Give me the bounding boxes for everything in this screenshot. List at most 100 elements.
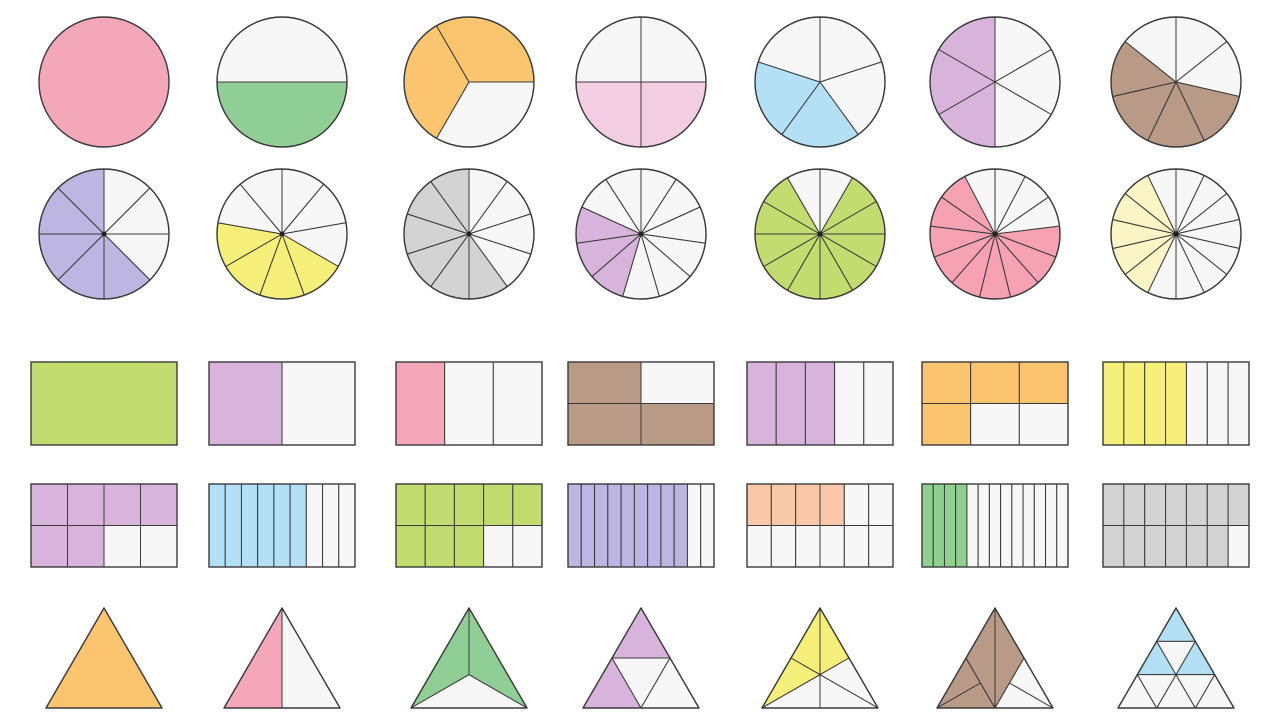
rect-outline	[1102, 483, 1250, 568]
rect-cell	[1206, 525, 1229, 568]
rect-cell	[512, 483, 543, 526]
rect-cell	[424, 525, 455, 568]
rect-cell	[492, 361, 543, 446]
rect-cell	[607, 483, 622, 568]
rect-cell	[567, 361, 642, 404]
triangle-piece	[1156, 607, 1196, 642]
rect-cell	[338, 483, 356, 568]
rect-cell	[795, 483, 821, 526]
rect-cell	[843, 483, 870, 526]
rect-cell	[30, 525, 68, 568]
circle-sector	[640, 81, 707, 148]
rect-outline	[567, 361, 715, 446]
rect-cell	[567, 483, 582, 568]
circle-outline	[403, 16, 535, 148]
circle-outline	[1110, 16, 1242, 148]
rect-cell	[580, 483, 596, 568]
rect-cell	[1144, 361, 1167, 446]
rect-cell	[453, 483, 485, 526]
rect-cell	[257, 483, 275, 568]
triangle-fraction-halves	[223, 607, 341, 709]
rect-cell	[640, 403, 715, 446]
rect-cell	[1185, 483, 1208, 526]
rect-cell	[208, 361, 283, 446]
rect-cell	[1206, 483, 1229, 526]
rect-cell	[424, 483, 455, 526]
rect-cell	[1018, 361, 1069, 404]
rect-fraction-3-parts	[395, 361, 543, 446]
rect-outline	[921, 361, 1069, 446]
circle-fraction-14-parts	[1110, 168, 1242, 300]
rect-outline	[208, 483, 356, 568]
circle-center-dot	[638, 231, 644, 237]
rect-cell	[30, 483, 68, 526]
triangle-outline	[936, 607, 1054, 709]
circle-center-dot	[992, 231, 998, 237]
circle-outline	[1110, 168, 1242, 300]
rect-cell	[1165, 483, 1187, 526]
circle-center-dot	[1173, 231, 1179, 237]
rect-cell	[1123, 361, 1146, 446]
rect-cell	[932, 483, 945, 568]
circle-fraction-9-parts	[216, 168, 348, 300]
rect-cell	[140, 525, 178, 568]
rect-cell	[1123, 483, 1146, 526]
rect-cell	[633, 483, 649, 568]
triangle-piece	[1175, 674, 1216, 709]
circle-outline	[929, 168, 1061, 300]
circle-sector	[575, 81, 642, 148]
rect-fraction-6-parts	[921, 361, 1069, 446]
rect-cell	[868, 483, 894, 526]
rect-cell	[863, 361, 894, 446]
rect-outline	[395, 361, 543, 446]
rect-cell	[1227, 525, 1250, 568]
rect-cell	[444, 361, 494, 446]
circle-fraction-7-parts	[1110, 16, 1242, 148]
rect-cell	[795, 525, 821, 568]
circle-fraction-3-parts	[403, 16, 535, 148]
rect-cell	[1165, 525, 1187, 568]
rect-cell	[921, 483, 934, 568]
circle-fraction-12-parts	[754, 168, 886, 300]
rect-outline	[921, 483, 1069, 568]
rect-cell	[567, 403, 642, 446]
rect-cell	[512, 525, 543, 568]
rect-outline	[208, 361, 356, 446]
rect-fraction-9-parts	[208, 483, 356, 568]
rect-cell	[700, 483, 715, 568]
circle-sector	[38, 16, 170, 148]
rect-cell	[673, 483, 688, 568]
rect-cell	[281, 361, 356, 446]
rect-cell	[775, 361, 806, 446]
triangle-fraction-quarters	[582, 607, 700, 709]
rect-cell	[640, 361, 715, 404]
rect-cell	[1227, 361, 1250, 446]
rect-cell	[955, 483, 968, 568]
rect-fraction-1-parts	[30, 361, 178, 446]
circle-fraction-2-parts	[216, 16, 348, 148]
rect-cell	[921, 403, 972, 446]
rect-cell	[224, 483, 242, 568]
rect-cell	[660, 483, 675, 568]
circle-center-dot	[817, 231, 823, 237]
circle-sector	[640, 16, 707, 83]
circle-sector	[216, 81, 348, 148]
triangle-fraction-whole	[45, 607, 163, 709]
rect-cell	[67, 483, 105, 526]
rect-outline	[746, 361, 894, 446]
rect-cell	[746, 525, 772, 568]
rect-cell	[305, 483, 324, 568]
rect-fraction-4-parts	[567, 361, 715, 446]
triangle-outline	[45, 607, 163, 709]
rect-cell	[395, 483, 426, 526]
rect-cell	[1102, 525, 1125, 568]
rect-cell	[1144, 525, 1167, 568]
rect-cell	[30, 361, 178, 446]
rect-cell	[1102, 361, 1125, 446]
circle-fraction-8-parts	[38, 168, 170, 300]
rect-cell	[746, 483, 772, 526]
circle-fraction-6-parts	[929, 16, 1061, 148]
circle-outline	[38, 168, 170, 300]
rect-fraction-7-parts	[1102, 361, 1250, 446]
